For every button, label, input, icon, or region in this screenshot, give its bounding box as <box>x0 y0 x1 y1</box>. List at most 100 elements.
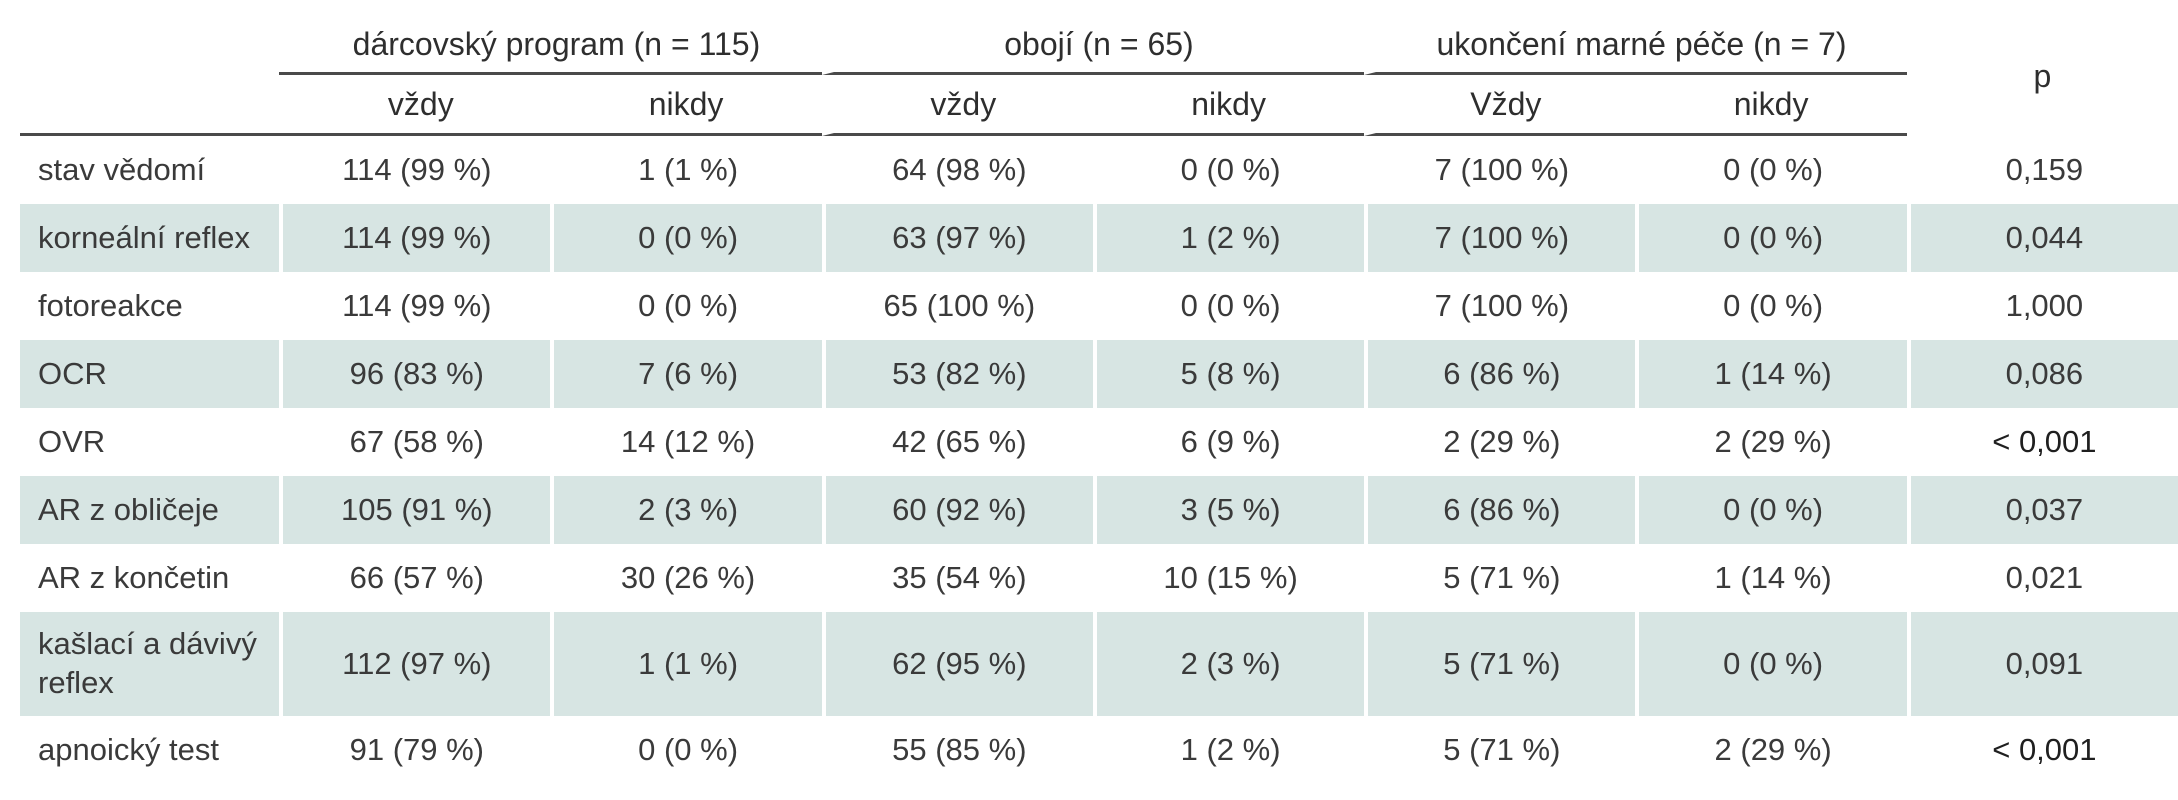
less-than-sign: < <box>1992 424 2011 459</box>
group-label: ukončení marné péče (n = 7) <box>1436 25 1847 62</box>
p-value: 0,021 <box>1906 544 2178 612</box>
cell: 114 (99 %) <box>279 272 550 340</box>
row-label: stav vědomí <box>38 151 206 187</box>
table-row: fotoreakce 114 (99 %) 0 (0 %) 65 (100 %)… <box>20 272 2178 340</box>
cell: 1 (1 %) <box>550 136 821 204</box>
cell: 0 (0 %) <box>1092 272 1364 340</box>
row-label: kašlací a dávivý reflex <box>20 612 280 716</box>
p-header: p <box>1907 16 2178 136</box>
group-header-both: obojí (n = 65) <box>821 16 1365 75</box>
p-value: 0,159 <box>1906 136 2178 204</box>
cell: 5 (8 %) <box>1092 340 1365 408</box>
cell: 114 (99 %) <box>279 136 550 204</box>
cell: 1 (14 %) <box>1635 544 1906 612</box>
cell: 10 (15 %) <box>1092 544 1364 612</box>
subhead-always: vždy <box>821 75 1093 136</box>
cell: 2 (3 %) <box>1092 612 1365 716</box>
cell: 7 (6 %) <box>550 340 822 408</box>
cell: 30 (26 %) <box>550 544 821 612</box>
row-label: AR z končetin <box>38 559 230 595</box>
cell: 64 (98 %) <box>821 136 1093 204</box>
group-header-donor: dárcovský program (n = 115) <box>279 16 822 75</box>
cell: 2 (29 %) <box>1635 408 1906 476</box>
subhead-never: nikdy <box>1635 75 1907 136</box>
p-value-significant: < 0,001 <box>1906 716 2178 784</box>
row-label: korneální reflex <box>20 204 280 272</box>
p-value-significant: < 0,001 <box>1906 408 2178 476</box>
cell: 0 (0 %) <box>1635 612 1907 716</box>
corner-cell-2 <box>20 75 280 136</box>
cell: 6 (9 %) <box>1092 408 1364 476</box>
row-label: OCR <box>20 340 280 408</box>
subhead-never: nikdy <box>550 75 822 136</box>
cell: 5 (71 %) <box>1364 716 1635 784</box>
group-header-futile-care: ukončení marné péče (n = 7) <box>1364 16 1907 75</box>
table-row: AR z končetin 66 (57 %) 30 (26 %) 35 (54… <box>20 544 2178 612</box>
row-label: fotoreakce <box>38 287 183 323</box>
p-value: 0,086 <box>1906 340 2178 408</box>
cell: 55 (85 %) <box>821 716 1093 784</box>
p-value: 1,000 <box>1906 272 2178 340</box>
table-row: kašlací a dávivý reflex 112 (97 %) 1 (1 … <box>20 612 2178 716</box>
p-value: 0,091 <box>1906 612 2178 716</box>
p-value: 0,044 <box>1906 204 2178 272</box>
cell: 0 (0 %) <box>550 204 822 272</box>
cell: 35 (54 %) <box>821 544 1093 612</box>
group-label: obojí (n = 65) <box>1004 25 1194 62</box>
cell: 66 (57 %) <box>279 544 550 612</box>
cell: 65 (100 %) <box>821 272 1093 340</box>
table-row: apnoický test 91 (79 %) 0 (0 %) 55 (85 %… <box>20 716 2178 784</box>
cell: 60 (92 %) <box>821 476 1093 544</box>
p-number: 0,001 <box>2018 732 2097 767</box>
cell: 3 (5 %) <box>1092 476 1365 544</box>
table-row: korneální reflex 114 (99 %) 0 (0 %) 63 (… <box>20 204 2178 272</box>
group-label: dárcovský program (n = 115) <box>352 25 761 62</box>
row-label: apnoický test <box>38 731 219 767</box>
table-row: OCR 96 (83 %) 7 (6 %) 53 (82 %) 5 (8 %) … <box>20 340 2178 408</box>
subhead-always: vždy <box>279 75 551 136</box>
cell: 53 (82 %) <box>821 340 1093 408</box>
results-table: dárcovský program (n = 115) obojí (n = 6… <box>20 16 2178 784</box>
cell: 7 (100 %) <box>1364 272 1635 340</box>
cell: 0 (0 %) <box>1635 476 1907 544</box>
cell: 0 (0 %) <box>1635 136 1906 204</box>
cell: 2 (29 %) <box>1635 716 1906 784</box>
cell: 2 (3 %) <box>550 476 822 544</box>
cell: 6 (86 %) <box>1364 476 1636 544</box>
cell: 62 (95 %) <box>821 612 1093 716</box>
cell: 0 (0 %) <box>1635 272 1906 340</box>
cell: 0 (0 %) <box>1635 204 1907 272</box>
cell: 7 (100 %) <box>1364 136 1635 204</box>
table-row: AR z obličeje 105 (91 %) 2 (3 %) 60 (92 … <box>20 476 2178 544</box>
cell: 0 (0 %) <box>1092 136 1364 204</box>
cell: 1 (2 %) <box>1092 204 1365 272</box>
table-row: stav vědomí 114 (99 %) 1 (1 %) 64 (98 %)… <box>20 136 2178 204</box>
cell: 14 (12 %) <box>550 408 821 476</box>
p-label: p <box>2033 57 2052 94</box>
subhead-always: Vždy <box>1364 75 1636 136</box>
cell: 1 (1 %) <box>550 612 822 716</box>
row-label: OVR <box>38 423 106 459</box>
cell: 114 (99 %) <box>279 204 551 272</box>
cell: 5 (71 %) <box>1364 612 1636 716</box>
less-than-sign: < <box>1992 732 2011 767</box>
table-row: OVR 67 (58 %) 14 (12 %) 42 (65 %) 6 (9 %… <box>20 408 2178 476</box>
cell: 67 (58 %) <box>279 408 550 476</box>
cell: 1 (14 %) <box>1635 340 1907 408</box>
cell: 96 (83 %) <box>279 340 551 408</box>
cell: 5 (71 %) <box>1364 544 1635 612</box>
corner-cell <box>20 16 279 75</box>
cell: 63 (97 %) <box>821 204 1093 272</box>
cell: 91 (79 %) <box>279 716 550 784</box>
cell: 6 (86 %) <box>1364 340 1636 408</box>
cell: 105 (91 %) <box>279 476 551 544</box>
cell: 0 (0 %) <box>550 716 821 784</box>
cell: 2 (29 %) <box>1364 408 1635 476</box>
row-label: AR z obličeje <box>20 476 280 544</box>
cell: 42 (65 %) <box>821 408 1093 476</box>
cell: 0 (0 %) <box>550 272 821 340</box>
p-number: 0,001 <box>2018 424 2097 459</box>
subhead-never: nikdy <box>1092 75 1365 136</box>
p-value: 0,037 <box>1906 476 2178 544</box>
cell: 7 (100 %) <box>1364 204 1636 272</box>
